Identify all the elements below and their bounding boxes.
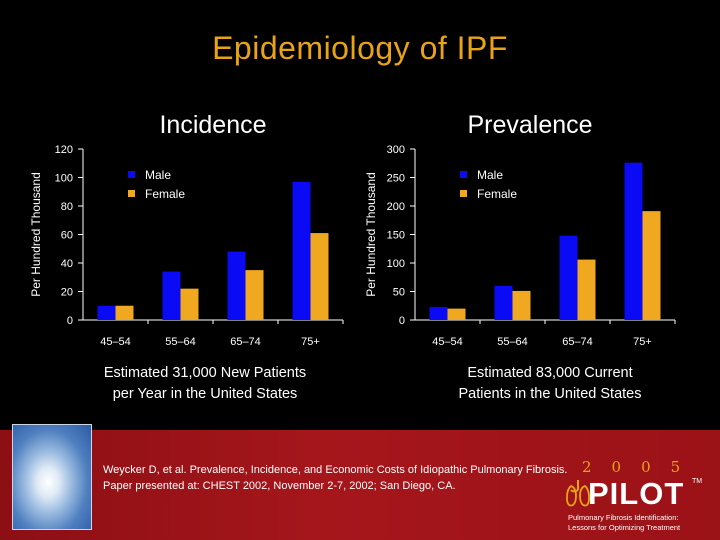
footer-band bbox=[0, 430, 720, 540]
prevalence-caption: Estimated 83,000 Current Patients in the … bbox=[458, 365, 642, 402]
incidence-chart-title: Incidence bbox=[159, 111, 266, 139]
incidence-y-axis-label: Per Hundred Thousand bbox=[29, 172, 43, 297]
incidence-legend-swatch-female bbox=[128, 190, 135, 197]
incidence-bar-male-1 bbox=[162, 271, 181, 320]
prevalence-legend-swatch-male bbox=[460, 171, 467, 178]
prevalence-x-tick-label: 45–54 bbox=[432, 336, 463, 348]
prevalence-y-tick-label: 300 bbox=[387, 144, 405, 156]
incidence-caption: Estimated 31,000 New Patients per Year in… bbox=[103, 365, 307, 402]
prevalence-y-tick-label: 200 bbox=[387, 201, 405, 213]
logo-tagline-2: Lessons for Optimizing Treatment bbox=[568, 523, 681, 532]
prevalence-y-tick-label: 50 bbox=[393, 287, 405, 299]
incidence-bar-female-0 bbox=[115, 305, 134, 320]
prevalence-x-tick-label: 55–64 bbox=[497, 336, 528, 348]
prevalence-bar-male-0 bbox=[429, 306, 448, 320]
charts-canvas: Incidence Per Hundred Thousand 0 20 40 60 80 10… bbox=[29, 111, 676, 348]
incidence-bar-female-2 bbox=[245, 270, 264, 320]
incidence-x-tick-label: 65–74 bbox=[230, 336, 261, 348]
incidence-y-tick-label: 0 bbox=[67, 315, 73, 327]
incidence-y-tick-label: 80 bbox=[61, 201, 73, 213]
prevalence-bar-male-2 bbox=[559, 235, 578, 320]
prevalence-bar-male-1 bbox=[494, 285, 513, 320]
incidence-y-tick-label: 120 bbox=[55, 144, 73, 156]
logo-wordmark: PILOT bbox=[588, 476, 685, 511]
incidence-bar-male-2 bbox=[227, 251, 246, 320]
logo-trademark: TM bbox=[692, 478, 703, 485]
incidence-legend-label-female: Female bbox=[145, 187, 185, 201]
incidence-legend-label-male: Male bbox=[145, 168, 171, 182]
incidence-bar-female-3 bbox=[310, 233, 329, 320]
logo-tagline-1: Pulmonary Fibrosis Identification: bbox=[568, 513, 679, 522]
incidence-y-tick-label: 40 bbox=[61, 258, 73, 270]
incidence-y-tick-label: 100 bbox=[55, 173, 73, 185]
prevalence-bar-female-3 bbox=[642, 211, 661, 320]
prevalence-bar-female-0 bbox=[447, 308, 466, 320]
incidence-x-tick-label: 45–54 bbox=[100, 336, 131, 348]
prevalence-chart-title: Prevalence bbox=[467, 111, 592, 139]
prevalence-x-tick-label: 75+ bbox=[633, 336, 652, 348]
logo-year: 2005 bbox=[582, 458, 701, 476]
prevalence-bar-female-1 bbox=[512, 290, 531, 320]
incidence-bar-female-1 bbox=[180, 288, 199, 320]
prevalence-y-tick-label: 100 bbox=[387, 258, 405, 270]
lung-icon bbox=[566, 480, 590, 507]
incidence-bar-male-3 bbox=[292, 181, 311, 320]
prevalence-y-tick-label: 0 bbox=[399, 315, 405, 327]
prevalence-x-tick-label: 65–74 bbox=[562, 336, 593, 348]
sky-photo bbox=[12, 424, 92, 530]
prevalence-legend-label-male: Male bbox=[477, 168, 503, 182]
prevalence-legend-label-female: Female bbox=[477, 187, 517, 201]
citation-text: Weycker D, et al. Prevalence, Incidence,… bbox=[103, 464, 568, 492]
incidence-x-tick-label: 55–64 bbox=[165, 336, 196, 348]
incidence-y-tick-label: 60 bbox=[61, 230, 73, 242]
prevalence-legend-swatch-female bbox=[460, 190, 467, 197]
prevalence-y-axis-label: Per Hundred Thousand bbox=[364, 172, 378, 297]
prevalence-bar-female-2 bbox=[577, 259, 596, 320]
prevalence-bar-male-3 bbox=[624, 162, 643, 320]
prevalence-y-tick-label: 150 bbox=[387, 230, 405, 242]
slide-title: Epidemiology of IPF bbox=[212, 30, 508, 66]
incidence-y-tick-label: 20 bbox=[61, 287, 73, 299]
incidence-x-tick-label: 75+ bbox=[301, 336, 320, 348]
prevalence-y-tick-label: 250 bbox=[387, 173, 405, 185]
incidence-bar-male-0 bbox=[97, 305, 116, 320]
incidence-legend-swatch-male bbox=[128, 171, 135, 178]
